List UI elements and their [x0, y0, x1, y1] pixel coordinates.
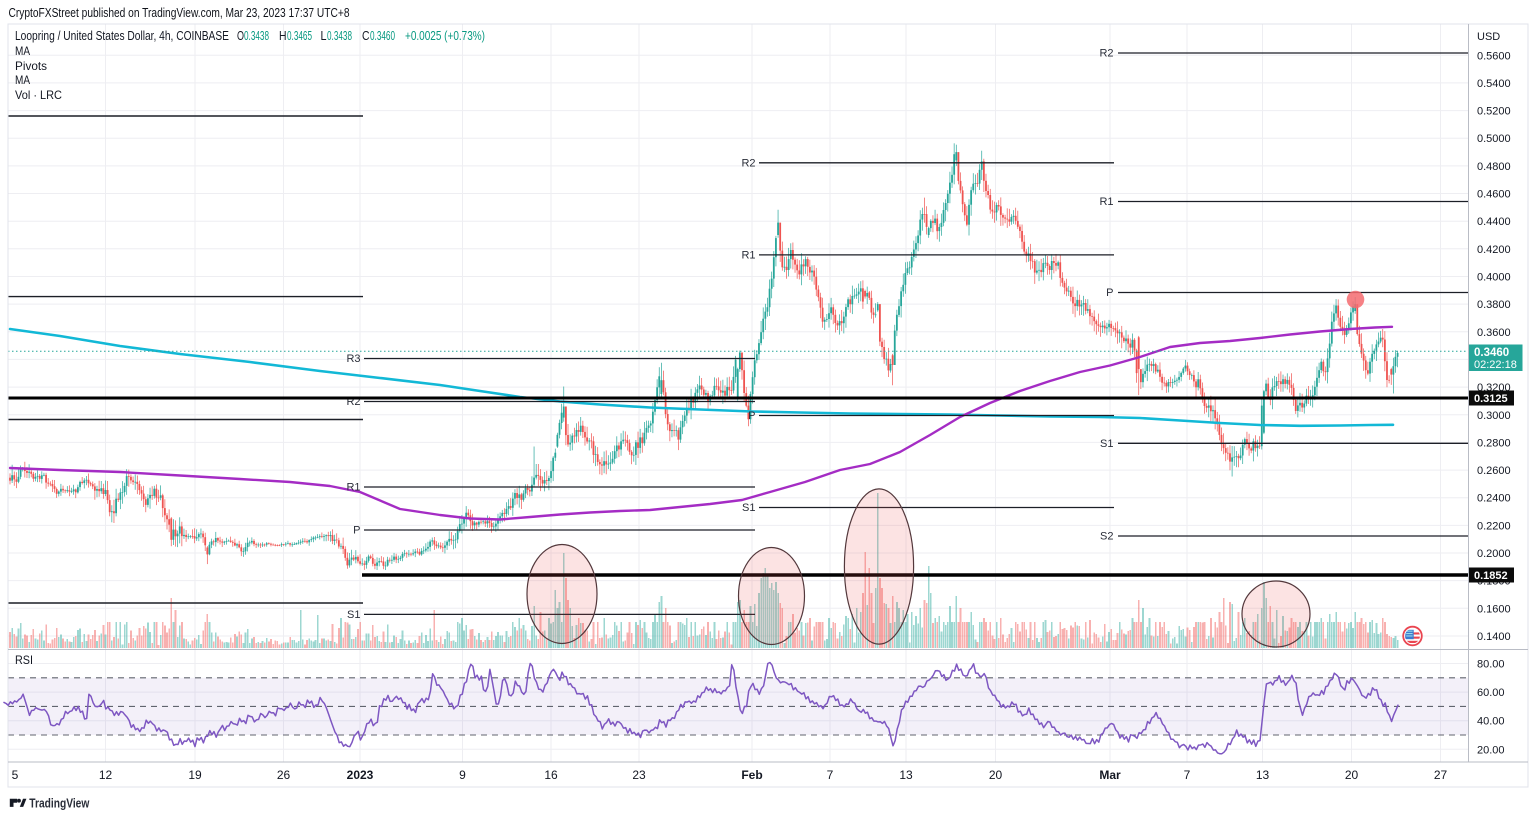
svg-text:MA: MA [15, 73, 30, 87]
svg-text:USD: USD [1477, 31, 1500, 43]
svg-text:P: P [748, 410, 755, 422]
svg-text:0.5000: 0.5000 [1477, 133, 1511, 145]
svg-text:R2: R2 [741, 157, 755, 169]
svg-text:H: H [279, 29, 287, 43]
svg-text:13: 13 [1256, 768, 1270, 782]
svg-text:L: L [321, 29, 327, 43]
svg-text:9: 9 [459, 768, 466, 782]
svg-text:7: 7 [1184, 768, 1191, 782]
svg-text:0.5400: 0.5400 [1477, 78, 1511, 90]
svg-text:60.00: 60.00 [1477, 687, 1505, 699]
svg-text:P: P [353, 525, 360, 537]
svg-text:0.5200: 0.5200 [1477, 106, 1511, 118]
svg-text:0.3438: 0.3438 [327, 29, 352, 43]
svg-text:0.3600: 0.3600 [1477, 327, 1511, 339]
svg-text:0.5600: 0.5600 [1477, 50, 1511, 62]
svg-text:R1: R1 [346, 482, 360, 494]
svg-text:R1: R1 [1099, 196, 1113, 208]
svg-text:0.1852: 0.1852 [1474, 570, 1508, 582]
svg-text:40.00: 40.00 [1477, 716, 1505, 728]
svg-text:0.3465: 0.3465 [287, 29, 312, 43]
svg-text:20: 20 [1345, 768, 1359, 782]
svg-text:R1: R1 [741, 249, 755, 261]
svg-text:0.3125: 0.3125 [1474, 393, 1508, 405]
svg-text:0.2800: 0.2800 [1477, 437, 1511, 449]
svg-text:20: 20 [989, 768, 1003, 782]
svg-text:CryptoFXStreet published on Tr: CryptoFXStreet published on TradingView.… [9, 6, 350, 20]
svg-text:16: 16 [544, 768, 558, 782]
svg-text:13: 13 [899, 768, 913, 782]
svg-text:R3: R3 [346, 353, 360, 365]
svg-text:0.3438: 0.3438 [244, 29, 269, 43]
svg-text:19: 19 [188, 768, 202, 782]
svg-text:0.2000: 0.2000 [1477, 548, 1511, 560]
svg-text:0.2400: 0.2400 [1477, 493, 1511, 505]
svg-text:2023: 2023 [347, 768, 374, 782]
svg-text:26: 26 [277, 768, 291, 782]
svg-text:27: 27 [1434, 768, 1448, 782]
svg-text:0.4800: 0.4800 [1477, 161, 1511, 173]
svg-text:O: O [237, 29, 244, 43]
svg-text:0.4000: 0.4000 [1477, 272, 1511, 284]
svg-text:0.3460: 0.3460 [1474, 347, 1509, 359]
svg-text:S1: S1 [742, 502, 755, 514]
svg-text:0.1600: 0.1600 [1477, 603, 1511, 615]
svg-text:0.3460: 0.3460 [370, 29, 395, 43]
svg-text:R2: R2 [1099, 48, 1113, 60]
svg-text:Vol · LRC: Vol · LRC [15, 88, 62, 102]
svg-text:S1: S1 [347, 609, 360, 621]
svg-text:RSI: RSI [15, 653, 33, 667]
svg-text:C: C [362, 29, 370, 43]
svg-text:02:22:18: 02:22:18 [1474, 359, 1517, 371]
svg-text:TradingView: TradingView [29, 795, 90, 810]
svg-text:0.3000: 0.3000 [1477, 410, 1511, 422]
svg-text:7: 7 [827, 768, 834, 782]
svg-text:0.4200: 0.4200 [1477, 244, 1511, 256]
svg-text:0.1400: 0.1400 [1477, 631, 1511, 643]
svg-text:S1: S1 [1100, 438, 1113, 450]
svg-text:20.00: 20.00 [1477, 744, 1505, 756]
svg-text:S2: S2 [1100, 531, 1113, 543]
svg-text:80.00: 80.00 [1477, 659, 1505, 671]
svg-text:0.4600: 0.4600 [1477, 189, 1511, 201]
svg-text:Feb: Feb [741, 768, 762, 782]
svg-text:5: 5 [12, 768, 19, 782]
svg-text:0.3800: 0.3800 [1477, 299, 1511, 311]
svg-text:Pivots: Pivots [15, 59, 47, 73]
svg-text:0.4400: 0.4400 [1477, 216, 1511, 228]
svg-text:Loopring / United States Dolla: Loopring / United States Dollar, 4h, COI… [15, 29, 229, 43]
svg-text:+0.0025 (+0.73%): +0.0025 (+0.73%) [405, 29, 485, 43]
svg-text:P: P [1106, 287, 1113, 299]
svg-text:23: 23 [632, 768, 646, 782]
svg-text:0.2200: 0.2200 [1477, 520, 1511, 532]
svg-text:12: 12 [99, 768, 113, 782]
svg-text:MA: MA [15, 44, 30, 58]
svg-text:Mar: Mar [1099, 768, 1121, 782]
svg-text:0.2600: 0.2600 [1477, 465, 1511, 477]
